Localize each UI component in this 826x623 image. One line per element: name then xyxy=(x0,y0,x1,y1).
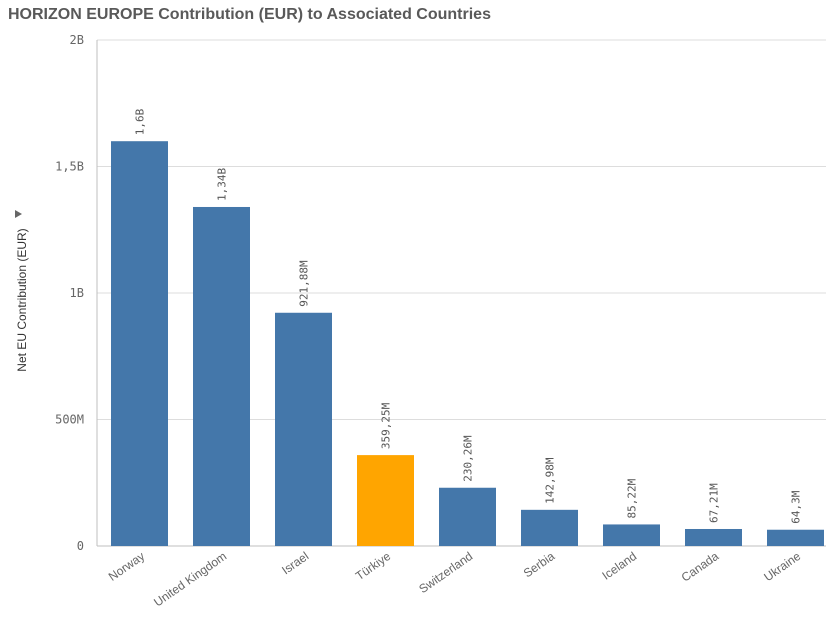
bar[interactable] xyxy=(275,312,332,546)
x-tick-label: United Kingdom xyxy=(151,549,229,609)
y-tick-label: 2B xyxy=(70,33,84,47)
bars xyxy=(111,141,824,547)
x-tick-label: Israel xyxy=(279,549,311,577)
bar[interactable] xyxy=(193,206,250,547)
x-tick-label: Türkiye xyxy=(353,549,394,583)
data-label: 67,21M xyxy=(708,483,721,523)
x-tick-label: Canada xyxy=(679,549,722,585)
data-label: 1,6B xyxy=(134,108,147,135)
data-label: 359,25M xyxy=(380,402,393,449)
chart-title: HORIZON EUROPE Contribution (EUR) to Ass… xyxy=(8,6,491,23)
x-tick-label: Switzerland xyxy=(416,549,475,596)
bar[interactable] xyxy=(111,141,168,546)
x-tick-label: Norway xyxy=(106,549,147,584)
y-tick-label: 500M xyxy=(55,413,84,427)
data-labels: 1,6B 1,34B 921,88M 359,25M 230,26M 142,98M 85,… xyxy=(134,108,803,523)
data-label: 1,34B xyxy=(216,167,229,200)
x-tick-label: Serbia xyxy=(521,549,558,581)
y-axis-menu-arrow-icon[interactable] xyxy=(15,210,22,218)
bar[interactable] xyxy=(521,509,578,546)
data-label: 64,3M xyxy=(790,490,803,523)
y-tick-label: 1B xyxy=(70,286,84,300)
data-label: 85,22M xyxy=(626,478,639,518)
data-label: 230,26M xyxy=(462,435,475,482)
y-tick-label: 1,5B xyxy=(55,160,84,174)
y-tick-labels: 0 500M 1B 1,5B 2B xyxy=(55,33,84,553)
bar[interactable] xyxy=(603,524,660,546)
bar[interactable] xyxy=(767,529,824,546)
data-label: 921,88M xyxy=(298,260,311,307)
y-tick-label: 0 xyxy=(77,539,84,553)
bar[interactable] xyxy=(439,487,496,546)
data-label: 142,98M xyxy=(544,457,557,504)
bar[interactable] xyxy=(357,455,414,546)
x-tick-label: Ukraine xyxy=(761,549,803,584)
bar[interactable] xyxy=(685,528,742,546)
x-tick-label: Iceland xyxy=(599,549,639,583)
x-tick-labels: Norway United Kingdom Israel Türkiye Switzer… xyxy=(106,549,804,610)
